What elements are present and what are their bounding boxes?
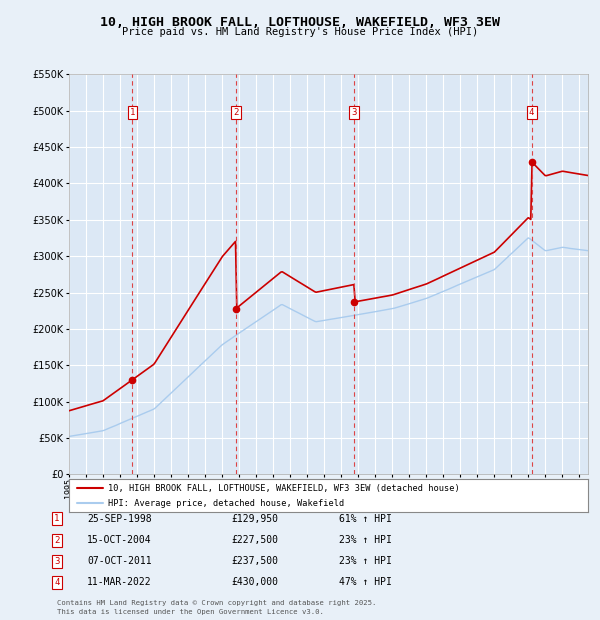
Text: 47% ↑ HPI: 47% ↑ HPI	[339, 577, 392, 587]
Text: This data is licensed under the Open Government Licence v3.0.: This data is licensed under the Open Gov…	[57, 609, 324, 615]
Text: 07-OCT-2011: 07-OCT-2011	[87, 556, 152, 566]
Text: 23% ↑ HPI: 23% ↑ HPI	[339, 535, 392, 545]
Text: £237,500: £237,500	[231, 556, 278, 566]
Text: 4: 4	[529, 108, 535, 117]
Text: 2: 2	[55, 536, 59, 544]
Text: 23% ↑ HPI: 23% ↑ HPI	[339, 556, 392, 566]
Text: HPI: Average price, detached house, Wakefield: HPI: Average price, detached house, Wake…	[108, 499, 344, 508]
Text: 10, HIGH BROOK FALL, LOFTHOUSE, WAKEFIELD, WF3 3EW: 10, HIGH BROOK FALL, LOFTHOUSE, WAKEFIEL…	[100, 16, 500, 29]
Text: Contains HM Land Registry data © Crown copyright and database right 2025.: Contains HM Land Registry data © Crown c…	[57, 600, 376, 606]
Text: £227,500: £227,500	[231, 535, 278, 545]
Text: 2: 2	[233, 108, 238, 117]
Text: 3: 3	[352, 108, 357, 117]
Text: £129,950: £129,950	[231, 514, 278, 524]
Text: 61% ↑ HPI: 61% ↑ HPI	[339, 514, 392, 524]
Text: 1: 1	[130, 108, 135, 117]
Text: 3: 3	[55, 557, 59, 565]
Text: Price paid vs. HM Land Registry's House Price Index (HPI): Price paid vs. HM Land Registry's House …	[122, 27, 478, 37]
Text: 11-MAR-2022: 11-MAR-2022	[87, 577, 152, 587]
Text: 4: 4	[55, 578, 59, 587]
Text: 1: 1	[55, 515, 59, 523]
Text: 10, HIGH BROOK FALL, LOFTHOUSE, WAKEFIELD, WF3 3EW (detached house): 10, HIGH BROOK FALL, LOFTHOUSE, WAKEFIEL…	[108, 484, 460, 493]
Text: 15-OCT-2004: 15-OCT-2004	[87, 535, 152, 545]
Text: 25-SEP-1998: 25-SEP-1998	[87, 514, 152, 524]
Text: £430,000: £430,000	[231, 577, 278, 587]
